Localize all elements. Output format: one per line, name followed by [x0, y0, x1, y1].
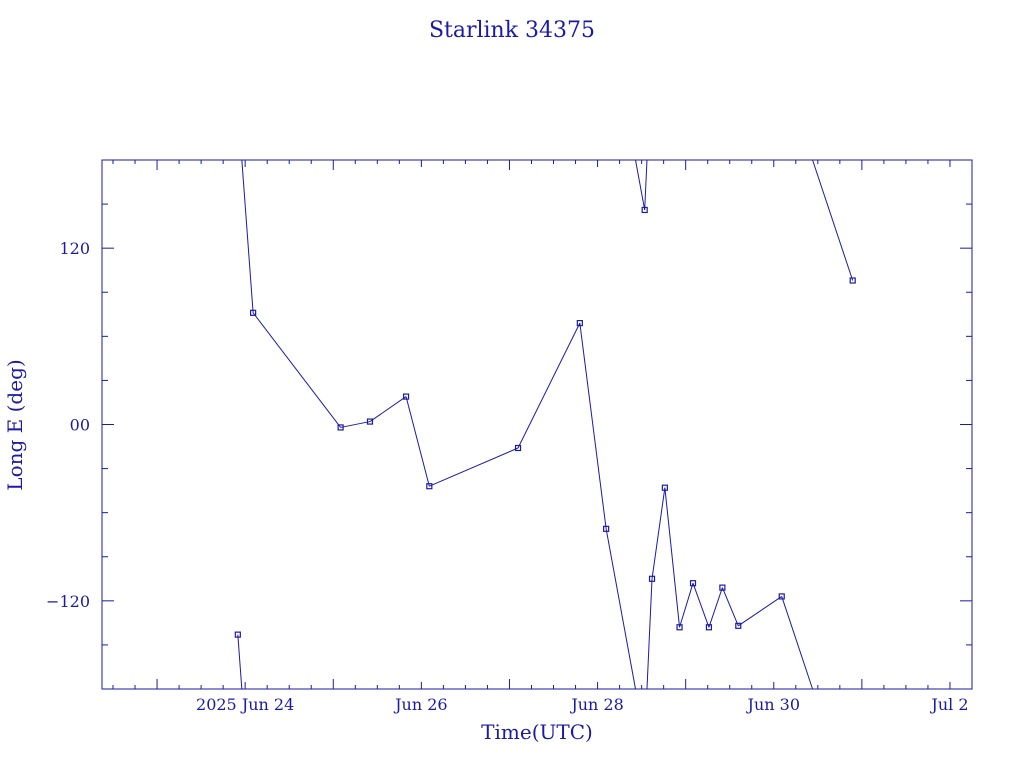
x-axis-title: Time(UTC): [481, 720, 593, 744]
plot-frame: [101, 159, 973, 690]
series-segment: [241, 159, 254, 313]
series-segment: [646, 578, 653, 690]
data-point: [576, 320, 583, 327]
series-segment: [369, 396, 407, 422]
data-point: [234, 631, 241, 638]
data-point: [676, 624, 683, 631]
series-segment: [692, 583, 710, 628]
data-point: [337, 424, 344, 431]
series-segment: [721, 587, 739, 627]
data-point: [641, 206, 648, 214]
data-point: [735, 622, 742, 629]
data-point: [514, 444, 522, 452]
data-point: [849, 277, 856, 284]
y-tick-label: −120: [46, 592, 90, 611]
y-tick-label: 00: [70, 416, 90, 435]
series-segment: [679, 583, 694, 628]
series-segment: [517, 322, 581, 449]
data-point: [426, 483, 433, 490]
data-point: [603, 525, 610, 532]
series-segment: [579, 323, 607, 529]
data-point: [778, 593, 785, 600]
data-point: [402, 393, 410, 400]
series-segment: [651, 487, 666, 579]
x-tick-label: Jun 28: [569, 695, 623, 714]
series-segment: [664, 487, 681, 628]
x-tick-label: Jun 26: [393, 695, 447, 714]
series-segment: [237, 634, 243, 690]
data-point: [366, 418, 374, 425]
data-point: [689, 580, 697, 587]
data-markers: [234, 206, 856, 638]
y-axis-title: Long E (deg): [3, 359, 27, 490]
series-segment: [635, 159, 646, 211]
series-segment: [340, 421, 371, 428]
tick-labels: 2025 Jun 24 Jun 26 Jun 28 Jun 30 Jul 2 120 00 −…: [46, 239, 968, 714]
series-segment: [605, 528, 637, 690]
series-segment: [812, 159, 854, 281]
axis-ticks: [102, 160, 973, 689]
series-segment: [781, 596, 814, 690]
x-tick-label: Jul 2: [929, 695, 968, 714]
series-segment: [405, 396, 430, 487]
series-segment: [429, 447, 519, 487]
data-point: [661, 484, 668, 491]
x-tick-label: 2025 Jun 24: [196, 695, 294, 714]
data-point: [705, 624, 713, 631]
series-segment: [738, 596, 783, 627]
plot-area: [237, 159, 854, 690]
data-point: [719, 584, 726, 591]
series-segment: [252, 312, 342, 428]
y-tick-label: 120: [59, 239, 90, 258]
series-segment: [644, 159, 648, 210]
series-segment: [708, 587, 723, 628]
data-point: [648, 575, 656, 582]
x-tick-label: Jun 30: [746, 695, 800, 714]
data-point: [250, 309, 257, 316]
chart-title: Starlink 34375: [429, 18, 595, 43]
